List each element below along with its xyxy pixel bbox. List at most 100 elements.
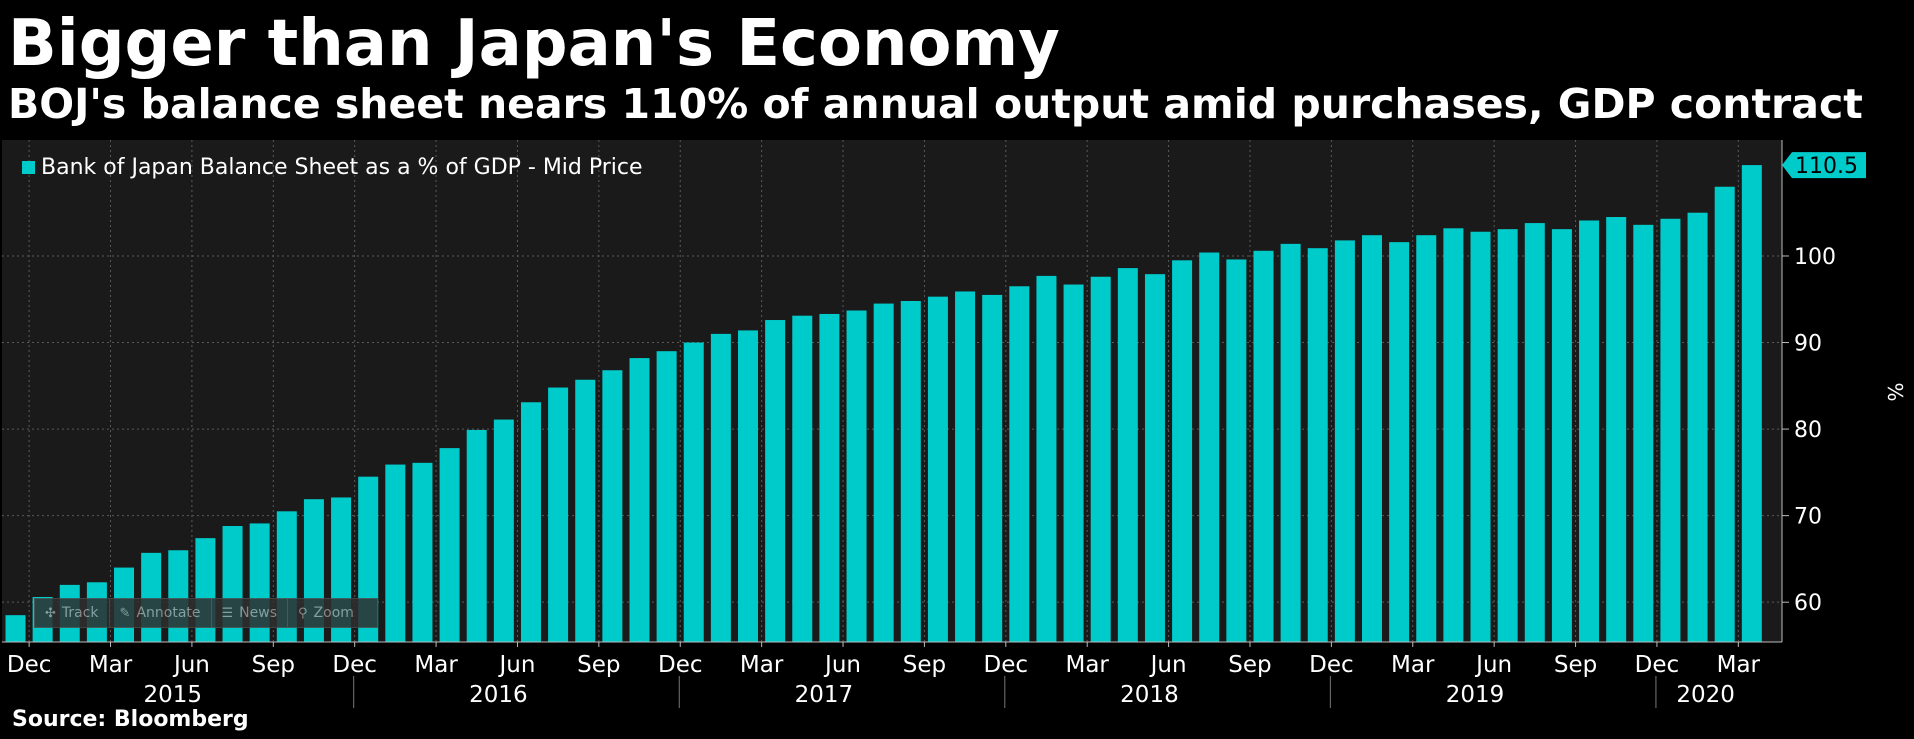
y-axis-label: % (1883, 382, 1907, 401)
bar (1470, 231, 1491, 643)
x-tick-label: Jun (498, 652, 536, 678)
year-label: 2020 (1676, 682, 1735, 708)
bar (385, 464, 406, 642)
bar (1389, 242, 1410, 642)
bar (1090, 276, 1111, 642)
legend-label: Bank of Japan Balance Sheet as a % of GD… (41, 155, 643, 180)
last-value-marker: 110.5 (1782, 152, 1866, 179)
legend-swatch (22, 161, 35, 174)
bar (873, 303, 894, 642)
last-value-box (1782, 152, 1866, 179)
bar (5, 615, 26, 642)
y-tick-label: 90 (1794, 332, 1822, 357)
x-tick-label: Sep (577, 652, 620, 678)
x-tick-label: Dec (1309, 652, 1354, 678)
x-tick-label: Sep (1228, 652, 1271, 678)
x-tick-label: Mar (1391, 652, 1435, 678)
bar (1551, 229, 1572, 642)
bar (1497, 229, 1518, 642)
chart: 60 70 80 90 100 110.5 Dec Mar Jun Sep Dec Mar Jun Se… (2, 140, 1907, 708)
x-tick-label: Dec (1635, 652, 1680, 678)
bar (1687, 212, 1708, 643)
year-label: 2019 (1446, 682, 1505, 708)
bar (1307, 248, 1328, 643)
news-button[interactable]: ☰ News (212, 599, 289, 627)
y-axis: 60 70 80 90 100 110.5 (1781, 140, 1866, 642)
chart-title: Bigger than Japan's Economy (8, 7, 1060, 81)
last-value-label: 110.5 (1795, 154, 1858, 179)
bar (900, 300, 921, 642)
bar (168, 550, 189, 642)
x-tick-label: Jun (823, 652, 861, 678)
x-tick-label: Sep (252, 652, 295, 678)
bar (765, 320, 786, 642)
bar (575, 379, 596, 642)
x-tick-label: Sep (903, 652, 946, 678)
bar (1199, 252, 1220, 642)
bars (5, 165, 1762, 643)
x-tick-label: Mar (414, 652, 458, 678)
bar (1714, 186, 1735, 643)
annotate-button[interactable]: ✎ Annotate (110, 599, 212, 627)
bar (520, 402, 541, 642)
bar (629, 358, 650, 642)
x-tick-label: Dec (332, 652, 377, 678)
annotate-label: Annotate (136, 605, 201, 621)
bar (1144, 274, 1165, 642)
magnifier-icon: ⚲ (298, 605, 308, 621)
bar (602, 370, 623, 642)
bar (656, 351, 677, 642)
x-tick-label: Jun (172, 652, 210, 678)
bar (710, 333, 731, 642)
track-button[interactable]: ✣ Track (35, 599, 110, 627)
bar (1606, 217, 1627, 642)
bar (819, 313, 840, 642)
x-tick-label: Mar (89, 652, 133, 678)
bar (1253, 250, 1274, 643)
bar (1362, 235, 1382, 642)
year-label: 2015 (144, 682, 203, 708)
bar (738, 330, 759, 642)
bar (1280, 243, 1301, 642)
bar (1172, 260, 1193, 642)
bar (1660, 218, 1681, 642)
pencil-icon: ✎ (119, 605, 131, 621)
bar (466, 429, 487, 642)
x-tick-label: Mar (740, 652, 784, 678)
bar (1633, 224, 1654, 642)
zoom-button[interactable]: ⚲ Zoom (288, 599, 364, 627)
x-tick-label: Jun (1474, 652, 1512, 678)
bar (1009, 286, 1030, 642)
bar (412, 462, 433, 642)
news-icon: ☰ (221, 605, 234, 621)
year-label: 2018 (1120, 682, 1179, 708)
bar (439, 448, 460, 642)
bar (1063, 284, 1084, 642)
x-tick-label: Dec (7, 652, 52, 678)
bar (1741, 165, 1762, 642)
bar (927, 296, 948, 642)
y-tick-label: 70 (1794, 505, 1822, 530)
x-axis: Dec Mar Jun Sep Dec Mar Jun Sep Dec Mar Jun Sep Dec M… (2, 641, 1782, 708)
bar (1334, 240, 1355, 642)
legend: Bank of Japan Balance Sheet as a % of GD… (22, 155, 643, 180)
bar (1443, 228, 1464, 642)
track-label: Track (61, 605, 99, 621)
x-tick-label: Sep (1554, 652, 1597, 678)
bar (1416, 235, 1437, 642)
bar (1579, 220, 1600, 642)
x-tick-label: Dec (984, 652, 1029, 678)
bar (955, 291, 976, 642)
bar (1524, 223, 1545, 642)
bar (982, 294, 1003, 642)
bar (792, 315, 813, 642)
bar (1117, 268, 1138, 642)
bar (548, 387, 569, 642)
y-tick-label: 100 (1794, 245, 1836, 270)
x-tick-label: Mar (1065, 652, 1109, 678)
x-tick-label: Dec (658, 652, 703, 678)
x-tick-label: Mar (1717, 652, 1761, 678)
bar (1226, 259, 1247, 642)
chart-subtitle: BOJ's balance sheet nears 110% of annual… (8, 80, 1863, 128)
year-label: 2017 (795, 682, 854, 708)
